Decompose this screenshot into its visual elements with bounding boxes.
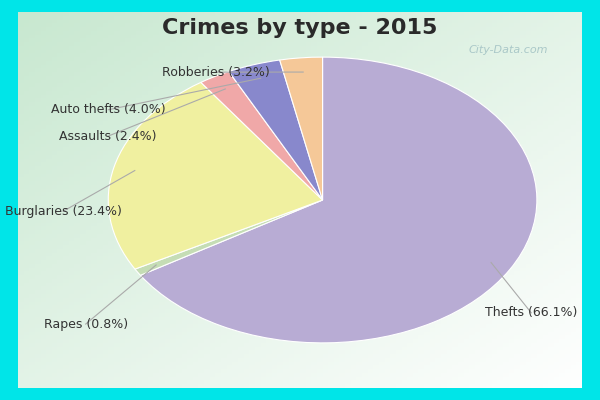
Text: Burglaries (23.4%): Burglaries (23.4%) bbox=[5, 205, 122, 218]
Text: Robberies (3.2%): Robberies (3.2%) bbox=[161, 66, 269, 79]
Text: Thefts (66.1%): Thefts (66.1%) bbox=[485, 306, 577, 319]
Text: Crimes by type - 2015: Crimes by type - 2015 bbox=[163, 18, 437, 38]
Wedge shape bbox=[229, 60, 323, 200]
Text: Assaults (2.4%): Assaults (2.4%) bbox=[59, 130, 157, 142]
Wedge shape bbox=[108, 82, 323, 269]
Text: Auto thefts (4.0%): Auto thefts (4.0%) bbox=[51, 103, 166, 116]
Text: Rapes (0.8%): Rapes (0.8%) bbox=[44, 318, 128, 330]
Wedge shape bbox=[135, 200, 323, 275]
Wedge shape bbox=[280, 57, 323, 200]
Wedge shape bbox=[201, 72, 323, 200]
Text: City-Data.com: City-Data.com bbox=[469, 44, 548, 54]
Wedge shape bbox=[140, 57, 537, 343]
